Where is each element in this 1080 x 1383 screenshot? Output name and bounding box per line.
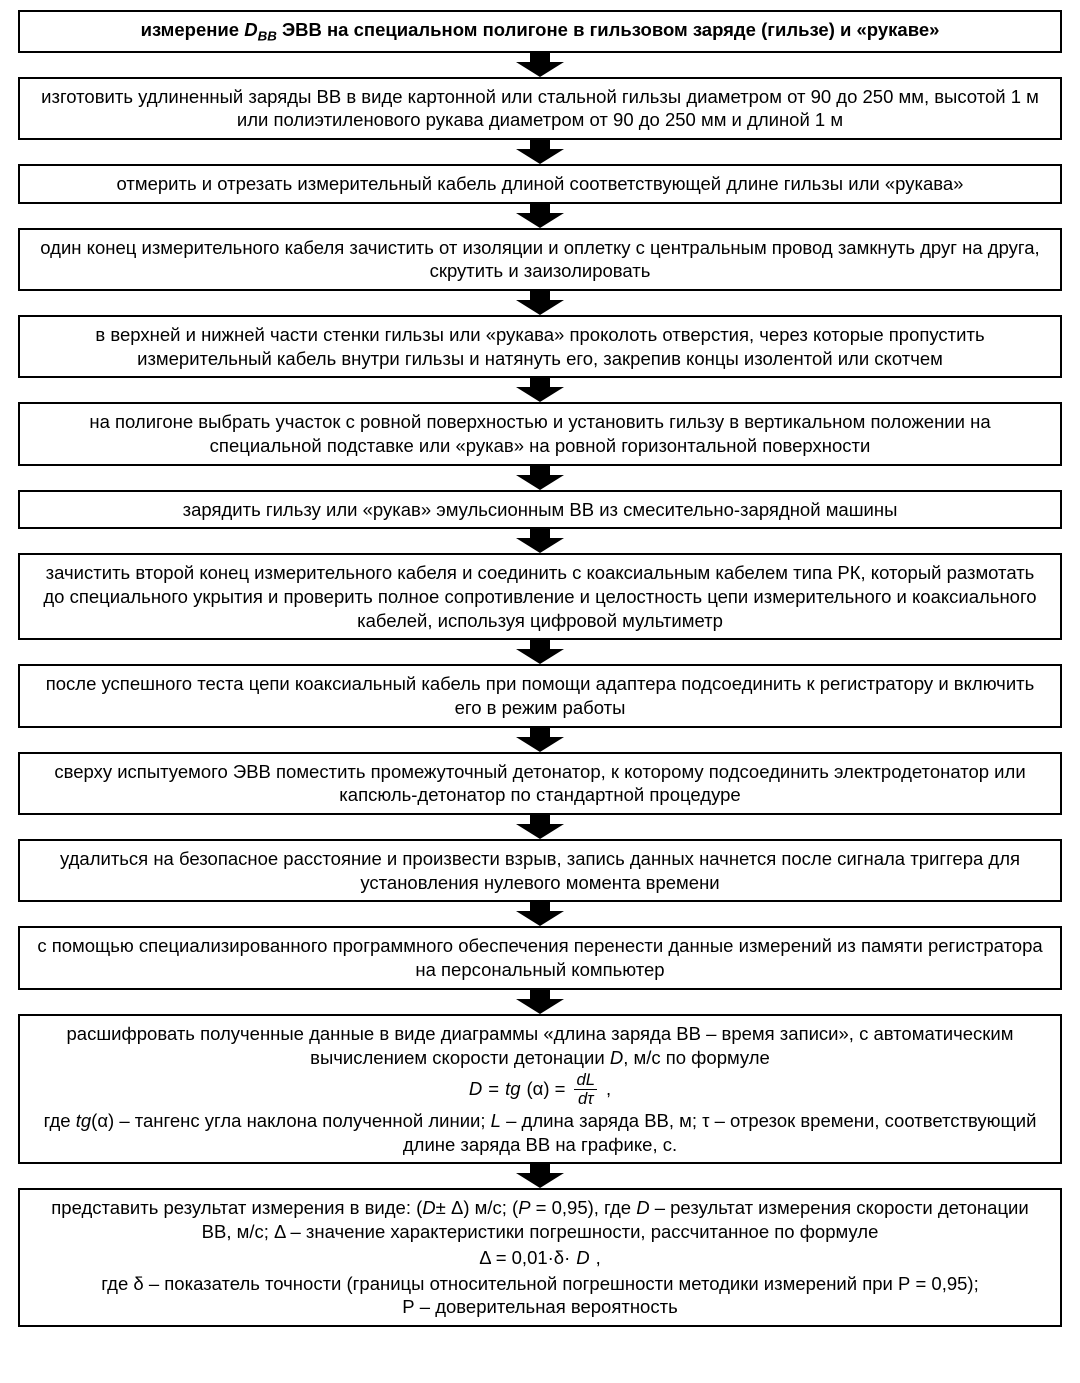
flow-step-step10: удалиться на безопасное расстояние и про… (18, 839, 1062, 902)
flow-arrow-down-icon (516, 528, 564, 554)
flow-arrow-down-icon (516, 465, 564, 491)
flow-step-step8: после успешного теста цепи коаксиальный … (18, 664, 1062, 727)
flow-step-step5: на полигоне выбрать участок с ровной пов… (18, 402, 1062, 465)
flow-step-step3: один конец измерительного кабеля зачисти… (18, 228, 1062, 291)
flowchart-container: измерение DBB ЭВВ на специальном полигон… (18, 10, 1062, 1327)
flow-arrow-down-icon (516, 377, 564, 403)
flow-arrow-down-icon (516, 52, 564, 78)
flow-step-step9: сверху испытуемого ЭВВ поместить промежу… (18, 752, 1062, 815)
flow-arrow-down-icon (516, 901, 564, 927)
flow-arrow-down-icon (516, 203, 564, 229)
flow-step-step4: в верхней и нижней части стенки гильзы и… (18, 315, 1062, 378)
flow-arrow-down-icon (516, 814, 564, 840)
flow-step-title: измерение DBB ЭВВ на специальном полигон… (18, 10, 1062, 53)
flow-step-step11: с помощью специализированного программно… (18, 926, 1062, 989)
flow-step-step7: зачистить второй конец измерительного ка… (18, 553, 1062, 640)
flow-step-step6: зарядить гильзу или «рукав» эмульсионным… (18, 490, 1062, 530)
flow-arrow-down-icon (516, 727, 564, 753)
flow-arrow-down-icon (516, 139, 564, 165)
flow-step-step1: изготовить удлиненный заряды ВВ в виде к… (18, 77, 1062, 140)
flow-step-step12: расшифровать полученные данные в виде ди… (18, 1014, 1062, 1165)
flow-arrow-down-icon (516, 989, 564, 1015)
flow-step-step13: представить результат измерения в виде: … (18, 1188, 1062, 1326)
flow-arrow-down-icon (516, 639, 564, 665)
flow-arrow-down-icon (516, 290, 564, 316)
flow-step-step2: отмерить и отрезать измерительный кабель… (18, 164, 1062, 204)
flow-arrow-down-icon (516, 1163, 564, 1189)
